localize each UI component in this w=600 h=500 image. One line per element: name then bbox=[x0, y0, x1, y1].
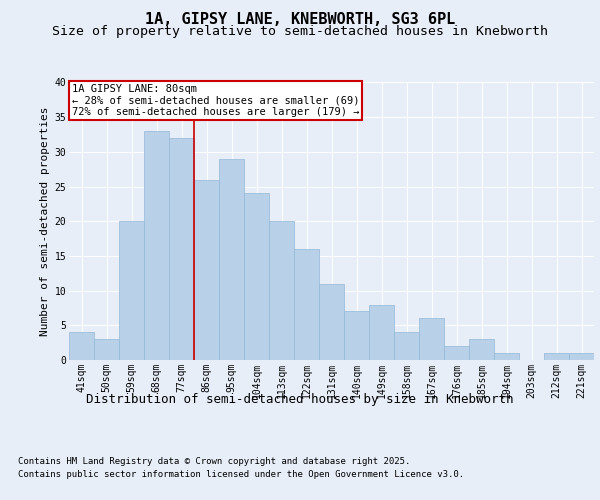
Bar bbox=[269, 221, 294, 360]
Bar bbox=[544, 353, 569, 360]
Bar bbox=[494, 353, 519, 360]
Bar bbox=[244, 194, 269, 360]
Bar bbox=[69, 332, 94, 360]
Bar bbox=[569, 353, 594, 360]
Text: Size of property relative to semi-detached houses in Knebworth: Size of property relative to semi-detach… bbox=[52, 25, 548, 38]
Text: 1A, GIPSY LANE, KNEBWORTH, SG3 6PL: 1A, GIPSY LANE, KNEBWORTH, SG3 6PL bbox=[145, 12, 455, 28]
Bar bbox=[319, 284, 344, 360]
Text: Distribution of semi-detached houses by size in Knebworth: Distribution of semi-detached houses by … bbox=[86, 392, 514, 406]
Text: 1A GIPSY LANE: 80sqm
← 28% of semi-detached houses are smaller (69)
72% of semi-: 1A GIPSY LANE: 80sqm ← 28% of semi-detac… bbox=[71, 84, 359, 117]
Bar bbox=[344, 312, 369, 360]
Y-axis label: Number of semi-detached properties: Number of semi-detached properties bbox=[40, 106, 50, 336]
Bar bbox=[94, 339, 119, 360]
Bar bbox=[169, 138, 194, 360]
Text: Contains public sector information licensed under the Open Government Licence v3: Contains public sector information licen… bbox=[18, 470, 464, 479]
Bar bbox=[444, 346, 469, 360]
Bar bbox=[194, 180, 219, 360]
Text: Contains HM Land Registry data © Crown copyright and database right 2025.: Contains HM Land Registry data © Crown c… bbox=[18, 458, 410, 466]
Bar bbox=[419, 318, 444, 360]
Bar bbox=[119, 221, 144, 360]
Bar bbox=[369, 304, 394, 360]
Bar bbox=[294, 249, 319, 360]
Bar bbox=[394, 332, 419, 360]
Bar bbox=[219, 159, 244, 360]
Bar bbox=[144, 131, 169, 360]
Bar bbox=[469, 339, 494, 360]
